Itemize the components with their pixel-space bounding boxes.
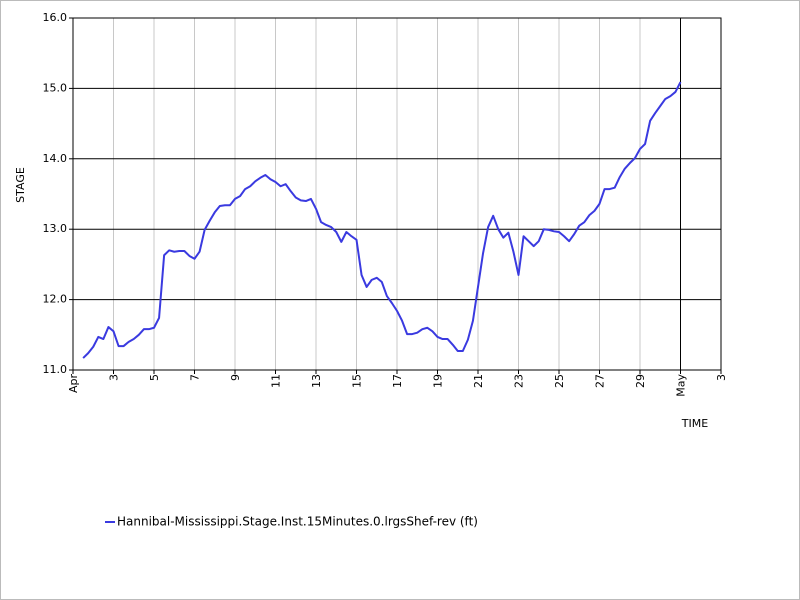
x-axis-label: TIME [681, 417, 708, 430]
x-tick-label: 29 [634, 374, 647, 388]
y-tick-label: 12.0 [43, 293, 68, 306]
series-line [82, 81, 682, 359]
y-axis-label: STAGE [14, 167, 27, 203]
x-tick-label: 23 [513, 374, 526, 388]
x-tick-label: 3 [715, 374, 728, 381]
x-tick-label: May [675, 374, 688, 397]
x-tick-label: 25 [553, 374, 566, 388]
x-tick-label: 15 [351, 374, 364, 388]
x-tick-label: 21 [472, 374, 485, 388]
x-tick-label: 19 [432, 374, 445, 388]
y-tick-label: 16.0 [43, 11, 68, 24]
x-tick-label: 13 [310, 374, 323, 388]
x-tick-label: Apr [67, 374, 80, 394]
x-tick-label: 27 [594, 374, 607, 388]
x-tick-label: 7 [189, 374, 202, 381]
plot-border [72, 17, 722, 371]
x-tick-label: 9 [229, 374, 242, 381]
x-tick-label: 17 [391, 374, 404, 388]
x-tick-label: 5 [148, 374, 161, 381]
y-tick-label: 15.0 [43, 81, 68, 94]
x-tick-label: 11 [270, 374, 283, 388]
x-tick-label: 3 [108, 374, 121, 381]
legend-label: Hannibal-Mississippi.Stage.Inst.15Minute… [117, 515, 478, 529]
y-tick-label: 13.0 [43, 222, 68, 235]
y-tick-label: 11.0 [43, 363, 68, 376]
y-tick-label: 14.0 [43, 152, 68, 165]
